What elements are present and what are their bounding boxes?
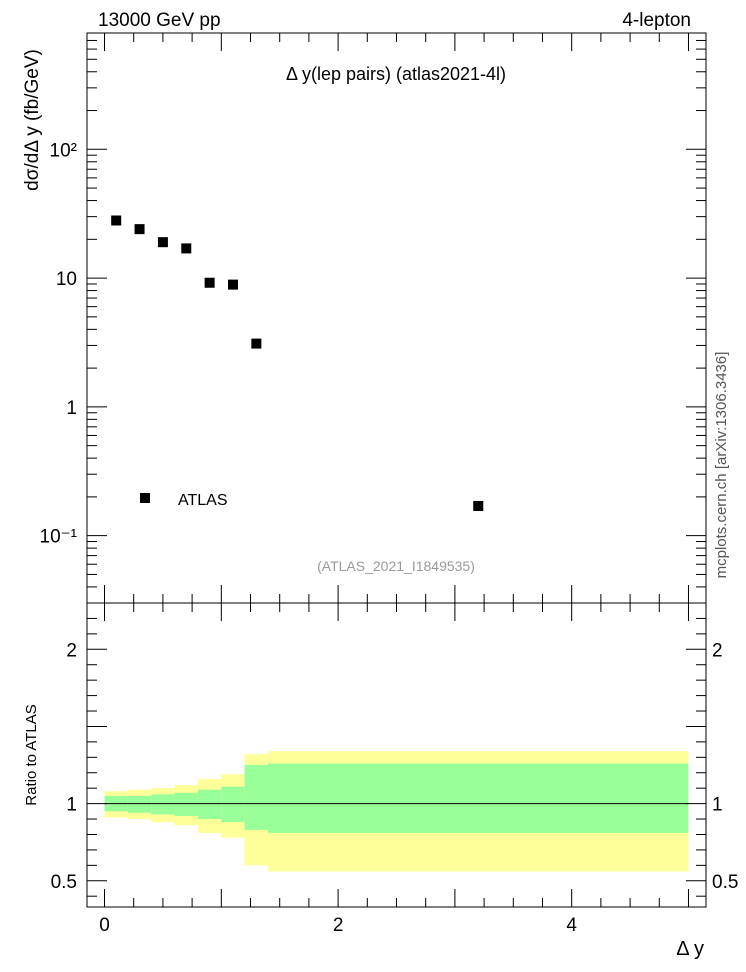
ratio-band-inner [151,794,175,815]
ratio-band-inner [174,792,198,816]
ratio-y-tick-label-left: 2 [66,640,77,661]
x-tick-label: 0 [99,915,110,936]
data-point-atlas [227,279,238,290]
ratio-y-tick-label-right: 2 [712,640,723,661]
x-tick-label: 2 [333,915,344,936]
analysis-watermark: (ATLAS_2021_I1849535) [317,558,475,574]
main-y-tick-label: 10 [56,269,77,290]
header-right-label: 4-lepton [622,10,691,31]
ratio-panel: 0.5 0.5 1 1 2 2 0 2 4 Ratio to ATLAS Δ y [23,602,738,960]
data-point-atlas [134,224,145,235]
legend-label: ATLAS [178,492,228,509]
main-title: Δ y(lep pairs) (atlas2021-4l) [286,64,506,84]
ratio-band-inner [244,765,269,830]
data-point-atlas [204,277,215,288]
main-y-tick-label: 1 [66,398,77,419]
ratio-y-tick-label-right: 1 [712,795,723,816]
x-axis-label: Δ y [676,938,704,960]
side-credit-label: mcplots.cern.ch [arXiv:1306.3436] [713,352,730,579]
ratio-band-inner [268,763,689,833]
data-point-atlas [251,338,262,349]
header-left-label: 13000 GeV pp [98,10,221,31]
data-point-atlas [111,215,122,226]
main-y-axis-label: dσ/dΔ y (fb/GeV) [22,49,43,191]
ratio-y-tick-label-left: 1 [66,795,77,816]
main-y-tick-label: 10² [50,140,77,161]
data-point-atlas [157,237,168,248]
x-tick-label: 4 [566,915,577,936]
ratio-band-inner [221,786,245,823]
ratio-y-tick-label-right: 0.5 [712,872,738,893]
main-plot-frame [86,32,707,604]
ratio-band-inner [197,789,222,820]
data-point-atlas [473,500,484,511]
main-y-tick-label: 10⁻¹ [40,527,78,548]
ratio-plot-frame [86,602,707,908]
ratio-band-inner [127,795,152,813]
ratio-y-axis-label: Ratio to ATLAS [23,704,40,805]
data-point-atlas [181,243,192,254]
ratio-y-tick-label-left: 0.5 [51,872,77,893]
legend-marker [140,493,150,503]
main-panel: Δ y(lep pairs) (atlas2021-4l) (ATLAS_202… [22,32,707,604]
